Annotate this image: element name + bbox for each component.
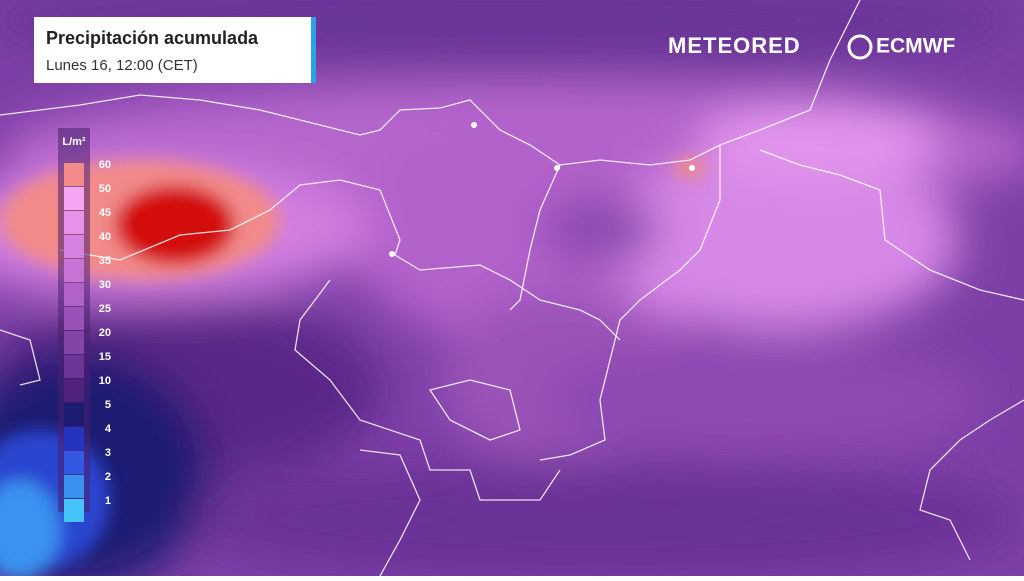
legend-label: 5: [105, 399, 111, 411]
ecmwf-logo: ECMWF: [876, 35, 955, 58]
legend-swatch: [64, 235, 84, 258]
header-box: Precipitación acumulada Lunes 16, 12:00 …: [34, 17, 316, 83]
legend-swatch: [64, 259, 84, 282]
legend-label: 4: [105, 423, 112, 435]
legend-swatch: [64, 163, 84, 186]
legend-label: 25: [99, 303, 111, 315]
legend-label: 50: [99, 183, 111, 195]
legend-label: 15: [99, 351, 111, 363]
legend-label: 60: [99, 159, 111, 171]
legend-swatch: [64, 427, 84, 450]
legend-swatch: [64, 307, 84, 330]
legend-label: 2: [105, 471, 111, 483]
legend-swatch: [64, 403, 84, 426]
legend-label: 1: [105, 495, 111, 507]
legend-swatch: [64, 451, 84, 474]
legend: L/m² 60 50 45 40 35 30 25 20 15 10 5 4 3 2 1: [58, 128, 112, 522]
meteored-logo: METEORED: [668, 33, 801, 58]
legend-label: 3: [105, 447, 111, 459]
legend-swatch: [64, 187, 84, 210]
legend-swatch: [64, 379, 84, 402]
legend-label: 35: [99, 255, 111, 267]
legend-label: 10: [99, 375, 111, 387]
ecmwf-icon: [847, 34, 873, 60]
legend-label: 20: [99, 327, 111, 339]
legend-swatch: [64, 475, 84, 498]
legend-swatch: [64, 211, 84, 234]
legend-swatch: [64, 499, 84, 522]
legend-swatch: [64, 355, 84, 378]
brands: METEORED ECMWF: [668, 33, 955, 60]
subtitle: Lunes 16, 12:00 (CET): [46, 57, 198, 74]
cities: [389, 122, 695, 257]
legend-label: 45: [99, 207, 111, 219]
legend-swatch: [64, 331, 84, 354]
legend-label: 40: [99, 231, 111, 243]
legend-unit: L/m²: [62, 136, 86, 148]
legend-swatch: [64, 283, 84, 306]
legend-label: 30: [99, 279, 111, 291]
title: Precipitación acumulada: [46, 28, 259, 48]
